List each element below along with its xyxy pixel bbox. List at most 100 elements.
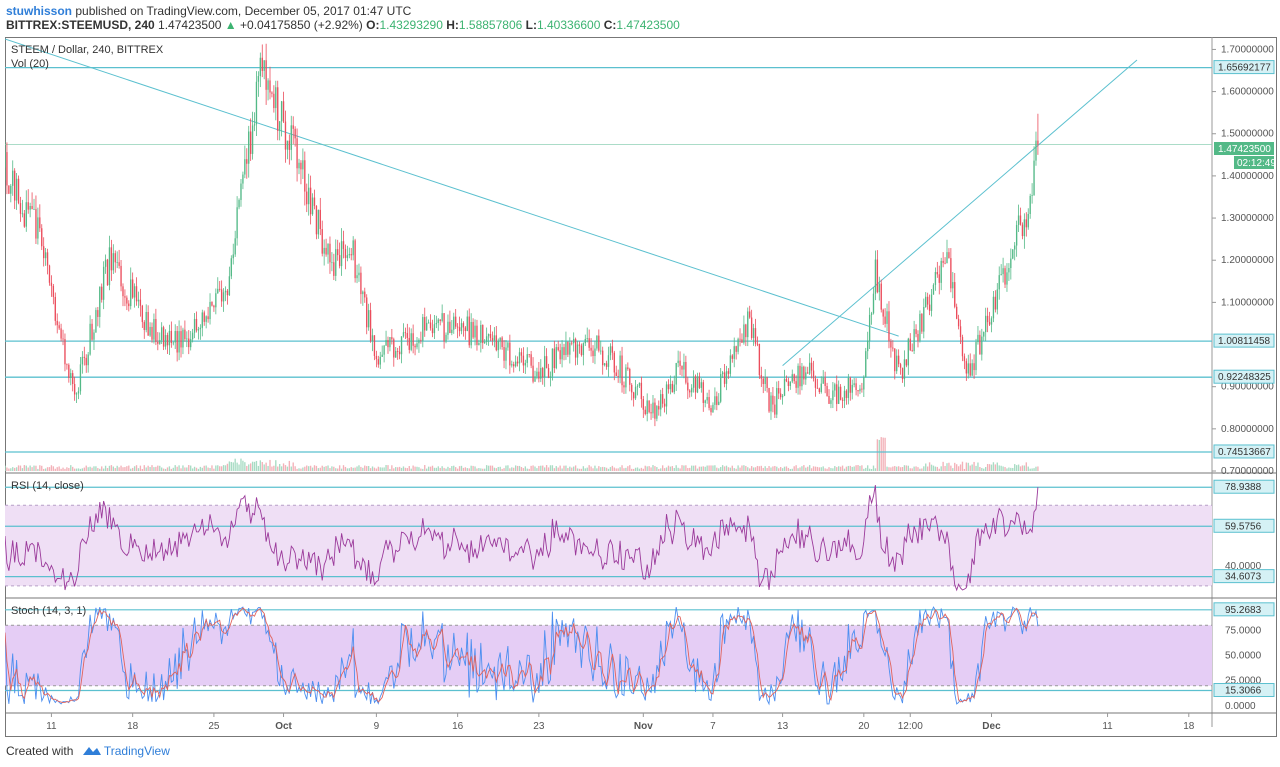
volume-bar <box>456 468 459 471</box>
time-tick-label: 18 <box>1183 721 1195 732</box>
candle-body <box>288 140 291 150</box>
volume-bar <box>849 465 851 471</box>
price-tick-label: 1.50000000 <box>1221 129 1274 140</box>
volume-bar <box>540 465 542 471</box>
volume-bar <box>391 465 393 471</box>
chart-canvas[interactable]: 1.70000000 1.60000000 1.50000000 1.40000000… <box>4 37 1277 737</box>
change-arrow-icon: ▲ <box>224 18 237 32</box>
volume-bar <box>768 466 770 471</box>
candle-body <box>122 286 124 297</box>
volume-bar <box>625 467 627 471</box>
candle-body <box>366 297 368 328</box>
volume-bar <box>673 467 675 471</box>
volume-bar <box>476 468 478 471</box>
candle-body <box>294 128 296 139</box>
volume-bar <box>892 466 894 471</box>
volume-bar <box>263 464 265 471</box>
volume-bar <box>139 465 142 471</box>
volume-bar <box>275 460 277 471</box>
candle-body <box>897 355 900 365</box>
volume-bar <box>445 468 447 471</box>
candle-body <box>460 323 463 332</box>
candle-body <box>329 243 331 263</box>
candle-body <box>602 350 604 366</box>
volume-bar <box>453 465 455 471</box>
volume-bar <box>319 467 321 471</box>
volume-bar <box>725 465 728 471</box>
volume-bar <box>750 466 753 471</box>
volume-bar <box>43 468 45 471</box>
candle-body <box>532 365 534 382</box>
candle-body <box>199 327 202 330</box>
price-pane-title: STEEM / Dollar, 240, BITTREX <box>11 44 164 56</box>
candle-body <box>973 363 975 371</box>
volume-bar <box>102 468 105 471</box>
symbol-line: BITTREX:STEEMUSD, 240 1.47423500 ▲ +0.04… <box>6 18 680 32</box>
candle-body <box>888 311 890 342</box>
chart-frame[interactable]: 1.70000000 1.60000000 1.50000000 1.40000000… <box>4 37 1277 737</box>
time-tick-label: Dec <box>982 721 1001 732</box>
rsi-pane[interactable]: 40.0000 78.9388 59.5756 34.6073 RSI (14, cl… <box>4 479 1277 599</box>
volume-bar <box>188 465 190 471</box>
author-link[interactable]: stuwhisson <box>6 4 73 18</box>
volume-bar <box>135 465 138 471</box>
candle-body <box>453 316 455 330</box>
stoch-title: Stoch (14, 3, 1) <box>11 605 86 617</box>
candle-body <box>797 365 799 388</box>
volume-bar <box>839 466 842 471</box>
volume-bar <box>174 465 176 471</box>
volume-bar <box>611 465 614 471</box>
candle-body <box>143 322 145 331</box>
candle-body <box>420 339 422 341</box>
volume-bar <box>493 467 496 471</box>
time-axis: 11 18 25 Oct 9 16 23 Nov 7 13 20 12:00 Dec 11 18 <box>46 713 1195 732</box>
price-pane[interactable]: 1.70000000 1.60000000 1.50000000 1.40000000… <box>4 37 1277 727</box>
candle-body <box>603 363 606 366</box>
candle-body <box>236 207 238 239</box>
volume-bar <box>547 467 550 471</box>
volume-bar <box>948 462 950 471</box>
volume-bar <box>350 467 352 471</box>
volume-bar <box>234 458 236 471</box>
stoch-pane[interactable]: 75.0000 50.0000 25.0000 0.0000 95.2683 15.306… <box>4 602 1277 714</box>
volume-bar <box>153 467 155 471</box>
candle-body <box>190 339 192 348</box>
candle-body <box>547 367 550 379</box>
volume-bar <box>878 439 880 471</box>
candle-body <box>886 311 888 324</box>
candle-body <box>106 259 109 286</box>
stoch-tick-label: 75.0000 <box>1225 625 1262 636</box>
candle-body <box>600 350 602 352</box>
volume-bar <box>522 468 525 471</box>
candle-body <box>698 376 701 388</box>
volume-bar <box>501 468 503 471</box>
candle-body <box>348 254 350 256</box>
volume-bar <box>395 467 397 471</box>
volume-bar <box>143 465 145 471</box>
volume-bar <box>211 465 213 471</box>
candle-body <box>905 359 908 366</box>
tradingview-logo-icon <box>82 747 101 755</box>
uptrend-line <box>782 59 1138 366</box>
volume-bar <box>1000 465 1002 471</box>
candle-body <box>878 283 880 293</box>
volume-bar <box>503 468 505 471</box>
candle-body <box>342 241 345 249</box>
candle-body <box>1002 268 1004 275</box>
candle-body <box>1006 272 1008 285</box>
candle-body <box>921 313 923 332</box>
candle-body <box>524 362 527 366</box>
volume-bar <box>259 460 262 471</box>
candle-body <box>772 395 774 405</box>
candle-body <box>925 296 927 308</box>
tradingview-link[interactable]: TradingView <box>103 744 170 758</box>
volume-bar <box>971 464 973 471</box>
volume-bars <box>4 437 1039 471</box>
volume-bar <box>485 465 488 471</box>
candle-body <box>855 383 857 391</box>
volume-bar <box>1019 466 1022 471</box>
volume-bar <box>335 468 337 471</box>
candle-body <box>191 332 194 340</box>
candle-body <box>812 370 815 379</box>
open-value: 1.43293290 <box>379 18 443 32</box>
